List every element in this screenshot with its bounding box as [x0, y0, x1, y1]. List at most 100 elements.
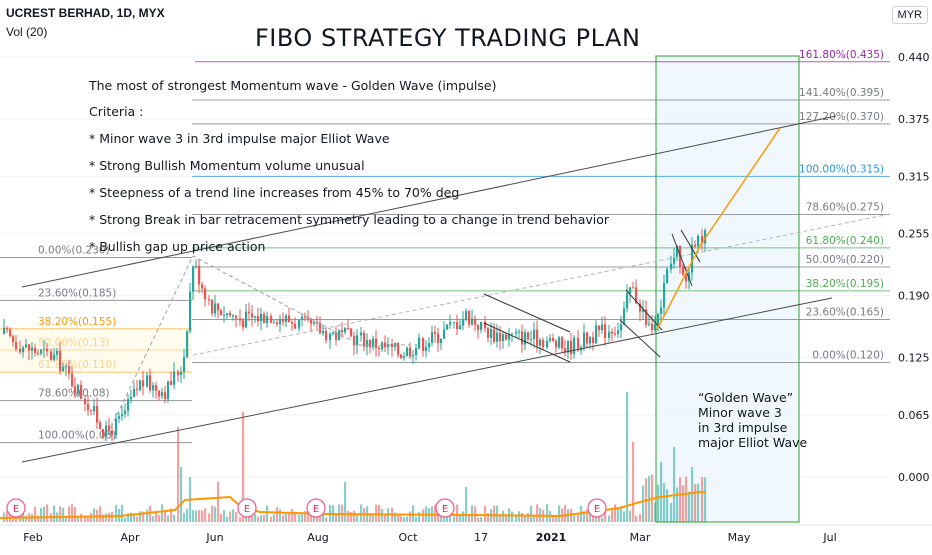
volume-bar: [369, 514, 372, 522]
candle-body: [425, 347, 428, 351]
volume-bar: [173, 514, 176, 522]
volume-bar: [670, 502, 673, 522]
candle-body: [403, 356, 406, 359]
earnings-event-label: E: [244, 504, 250, 515]
volume-bar: [6, 510, 9, 522]
candle-body: [530, 339, 533, 341]
x-tick-label: Jul: [822, 531, 836, 544]
steep-trendline-2: [699, 127, 781, 247]
candle-body: [567, 340, 570, 353]
currency-button[interactable]: MYR: [891, 6, 928, 24]
candle-body: [446, 324, 449, 330]
volume-bar: [626, 392, 629, 522]
volume-bar: [40, 507, 43, 522]
candle-body: [322, 330, 325, 334]
drawings: [21, 115, 891, 463]
candle-body: [56, 350, 59, 355]
candle-body: [369, 340, 372, 348]
candle-body: [490, 329, 493, 338]
golden-wave-line-3: in 3rd impulse: [698, 420, 788, 435]
volume-bar: [198, 510, 201, 522]
candle-body: [611, 331, 614, 334]
candle-body: [350, 328, 353, 336]
candle-body: [381, 342, 384, 350]
volume-bar: [298, 514, 301, 522]
earnings-event-icon[interactable]: [435, 498, 455, 518]
candle-body: [493, 329, 496, 342]
y-tick-label: 0.315: [898, 170, 930, 183]
volume-bar: [77, 517, 80, 522]
volume-bar: [139, 511, 142, 522]
volume-bar: [263, 515, 266, 522]
candle-body: [279, 319, 282, 325]
volume-bar: [105, 513, 108, 522]
candle-body: [487, 328, 490, 338]
volume-bar: [170, 508, 173, 522]
candle-body: [440, 338, 443, 344]
candle-body: [360, 332, 363, 336]
volume-bar: [142, 511, 145, 522]
volume-bar: [511, 511, 514, 522]
volume-bar: [704, 477, 707, 522]
candle-body: [335, 332, 338, 340]
volume-bar: [673, 447, 676, 522]
fib-left-label: 100.00%(0.03): [38, 430, 116, 442]
candle-body: [564, 348, 567, 353]
candle-body: [74, 386, 77, 394]
candle-body: [620, 323, 623, 331]
golden-wave-line-4: major Elliot Wave: [698, 435, 808, 450]
candle-body: [635, 287, 638, 304]
candle-body: [201, 284, 204, 289]
candle-body: [183, 357, 186, 372]
x-tick-label: Mar: [630, 531, 651, 544]
candle-body: [248, 311, 251, 314]
earnings-event-icon[interactable]: [237, 498, 257, 518]
volume-bar: [620, 506, 623, 522]
candles: [3, 228, 707, 442]
candle-body: [192, 266, 195, 292]
symbol-label[interactable]: UCREST BERHAD, 1D, MYX: [6, 6, 165, 20]
candle-body: [608, 331, 611, 338]
candle-body: [22, 347, 25, 353]
candle-body: [673, 257, 676, 264]
volume-bar: [46, 504, 49, 522]
volume-bar: [533, 516, 536, 522]
volume-bar: [639, 513, 642, 522]
golden-wave-zone-fill: [656, 56, 799, 522]
x-tick-label: 2021: [536, 531, 567, 544]
candle-body: [68, 366, 71, 374]
volume-bar: [291, 508, 294, 522]
candle-body: [105, 425, 108, 438]
candle-body: [62, 366, 65, 372]
volume-bar: [161, 504, 164, 522]
volume-bar: [356, 514, 359, 522]
volume-bar: [409, 511, 412, 522]
candle-body: [164, 392, 167, 400]
volume-bar: [372, 515, 375, 522]
candle-body: [570, 340, 573, 355]
candle-body: [341, 330, 344, 333]
earnings-event-icon[interactable]: [6, 498, 26, 518]
volume-bar: [149, 505, 152, 522]
fib-levels: 161.80%(0.435) 141.40%(0.395) 127.20%(0.37…: [0, 49, 890, 523]
candle-body: [263, 314, 266, 324]
last-price-box: [893, 224, 932, 243]
volume-bar: [493, 505, 496, 522]
candle-body: [53, 354, 56, 360]
candle-body: [251, 313, 254, 318]
fib-right-label: 141.40%(0.395): [799, 87, 884, 99]
volume-indicator-label[interactable]: Vol (20): [6, 25, 48, 39]
note-line-2: Criteria :: [89, 104, 144, 119]
candle-body: [462, 319, 465, 326]
volume-bar: [623, 511, 626, 522]
earnings-event-icon[interactable]: [587, 498, 607, 518]
earnings-event-icon[interactable]: [306, 498, 326, 518]
candle-body: [102, 429, 105, 438]
y-tick-label: 0.065: [898, 409, 930, 422]
candle-body: [239, 318, 242, 321]
candle-body: [453, 322, 456, 324]
volume-bar: [282, 515, 285, 522]
